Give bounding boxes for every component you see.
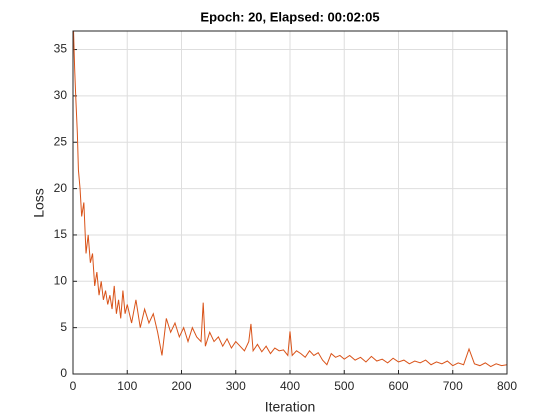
x-tick-label: 500 xyxy=(334,379,354,393)
x-tick-label: 700 xyxy=(443,379,463,393)
y-axis-label: Loss xyxy=(31,188,47,218)
x-tick-label: 200 xyxy=(171,379,191,393)
y-tick-label: 25 xyxy=(54,134,68,148)
loss-line xyxy=(73,30,508,368)
y-tick-label: 15 xyxy=(54,227,68,241)
y-tick-label: 0 xyxy=(60,366,67,380)
y-tick-label: 5 xyxy=(60,320,67,334)
x-axis-label: Iteration xyxy=(265,399,316,415)
y-tick-label: 20 xyxy=(54,181,68,195)
y-tick-label: 30 xyxy=(54,88,68,102)
x-tick-label: 0 xyxy=(70,379,77,393)
x-tick-label: 400 xyxy=(280,379,300,393)
x-tick-label: 800 xyxy=(497,379,517,393)
y-tick-label: 35 xyxy=(54,42,68,56)
x-tick-label: 100 xyxy=(117,379,137,393)
plot-frame xyxy=(72,30,508,375)
chart-title: Epoch: 20, Elapsed: 00:02:05 xyxy=(200,9,379,24)
y-tick-label: 10 xyxy=(54,273,68,287)
x-tick-label: 600 xyxy=(388,379,408,393)
x-tick-label: 300 xyxy=(226,379,246,393)
